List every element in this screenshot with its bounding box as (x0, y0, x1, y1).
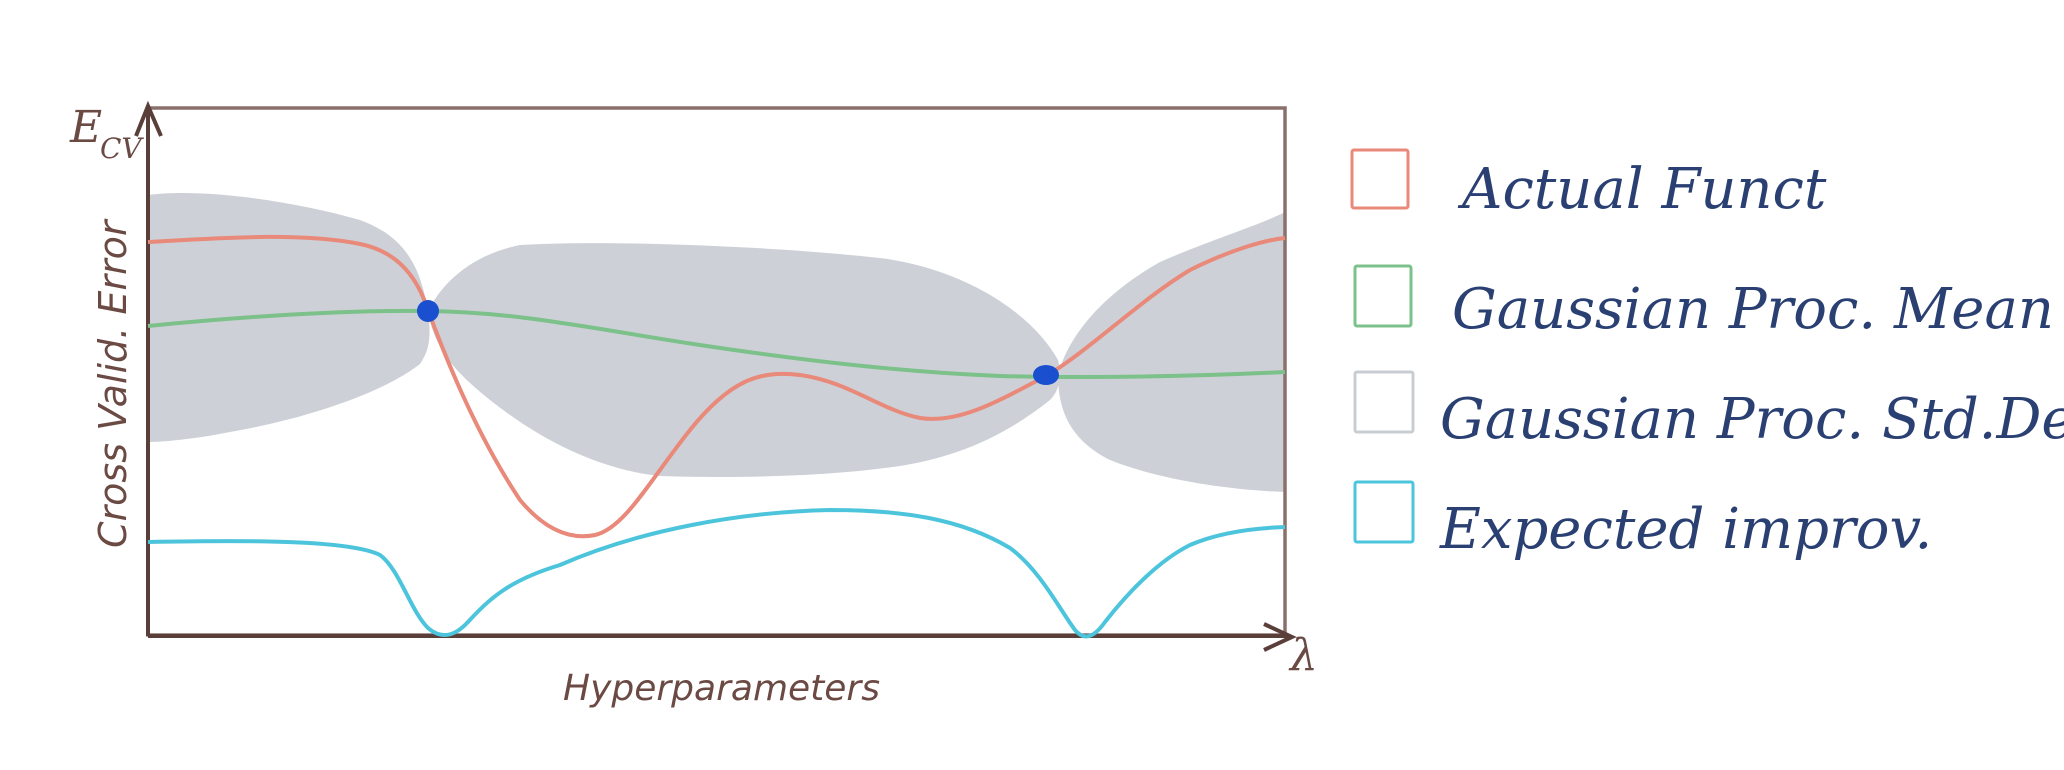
std-dev-band-right (1058, 212, 1285, 492)
sample-point (417, 300, 439, 322)
sample-point (1033, 365, 1059, 385)
legend-label-gp-mean: Gaussian Proc. Mean (1452, 277, 2054, 342)
legend-label-expected-improvement: Expected improv. (1439, 497, 1932, 562)
y-axis (134, 100, 163, 636)
y-axis-label: Cross Valid. Error (91, 218, 135, 548)
expected-improvement-curve (147, 507, 1286, 639)
legend-swatch-expected-improvement (1353, 480, 1415, 544)
legend: Actual Funct Gaussian Proc. Mean Gaussia… (1350, 148, 2064, 562)
std-dev-band-left (148, 192, 430, 442)
std-dev-band-middle (428, 243, 1060, 477)
actual-function-curve (147, 234, 1286, 539)
legend-swatch-actual (1350, 148, 1410, 210)
y-axis-symbol: E (69, 102, 102, 153)
y-axis-symbol-subscript: CV (100, 132, 144, 165)
x-axis-label: Hyperparameters (563, 668, 880, 709)
gp-mean-curve (147, 308, 1286, 379)
legend-swatch-gp-mean (1353, 264, 1413, 328)
legend-swatch-gp-std-dev (1353, 370, 1415, 434)
x-axis-symbol: λ (1288, 630, 1318, 681)
legend-label-actual: Actual Funct (1457, 157, 1827, 222)
x-axis (148, 622, 1297, 652)
legend-label-gp-std-dev: Gaussian Proc. Std.Dev. (1440, 387, 2064, 452)
